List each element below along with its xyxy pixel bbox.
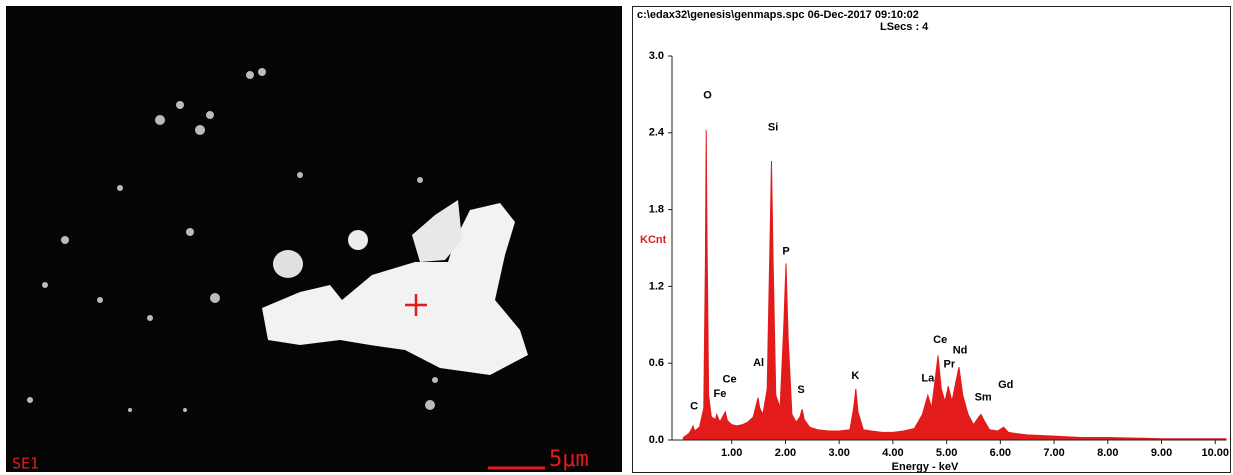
x-tick-label: 1.00 [721,447,742,459]
detector-label: SE1 [12,455,39,473]
x-tick-label: 10.00 [1201,447,1229,459]
peak-label: K [851,370,859,382]
y-tick-label: 0.6 [649,357,664,369]
spectrum-panel [632,6,1231,473]
peak-label: Al [753,357,764,369]
particle [412,200,462,262]
spectrum [682,130,1227,441]
x-tick-label: 5.00 [936,447,957,459]
peak-label: C [690,401,698,413]
x-tick-label: 7.00 [1043,447,1064,459]
x-tick-label: 8.00 [1097,447,1118,459]
scale-bar-label: 5μm [549,447,589,472]
y-tick-label: 1.2 [649,280,664,292]
peak-label: P [782,246,789,258]
x-tick-label: 9.00 [1151,447,1172,459]
peak-label: Nd [953,344,968,356]
peak-label: O [703,90,712,102]
sem-background [6,6,622,472]
y-tick-label: 2.4 [649,127,665,139]
peak-label: Pr [944,358,956,370]
particle [348,230,368,250]
particle [273,250,303,278]
peak-label: Sm [975,392,992,404]
small-particles [27,68,438,412]
peak-label: Si [768,122,778,134]
sem-image: SE1 5μm [6,6,622,473]
chart-subtitle: LSecs : 4 [880,21,929,33]
y-axis-label: KCnt [640,234,667,246]
y-tick-label: 0.0 [649,434,664,446]
peak-label: S [797,384,804,396]
x-axis-label: Energy - keV [892,461,959,473]
x-tick-label: 4.00 [882,447,903,459]
x-tick-label: 2.00 [775,447,796,459]
peak-label: Ce [933,334,947,346]
x-tick-label: 6.00 [990,447,1011,459]
y-tick-label: 3.0 [649,50,664,62]
peak-label: La [921,372,935,384]
y-tick-label: 1.8 [649,204,664,216]
peak-label: Ce [723,374,737,386]
peak-label: Gd [998,379,1013,391]
peak-label: Fe [713,388,726,400]
particle [262,203,528,375]
x-tick-label: 3.00 [828,447,849,459]
chart-title: c:\edax32\genesis\genmaps.spc 06-Dec-201… [637,9,919,21]
cursor-cross [405,294,427,316]
